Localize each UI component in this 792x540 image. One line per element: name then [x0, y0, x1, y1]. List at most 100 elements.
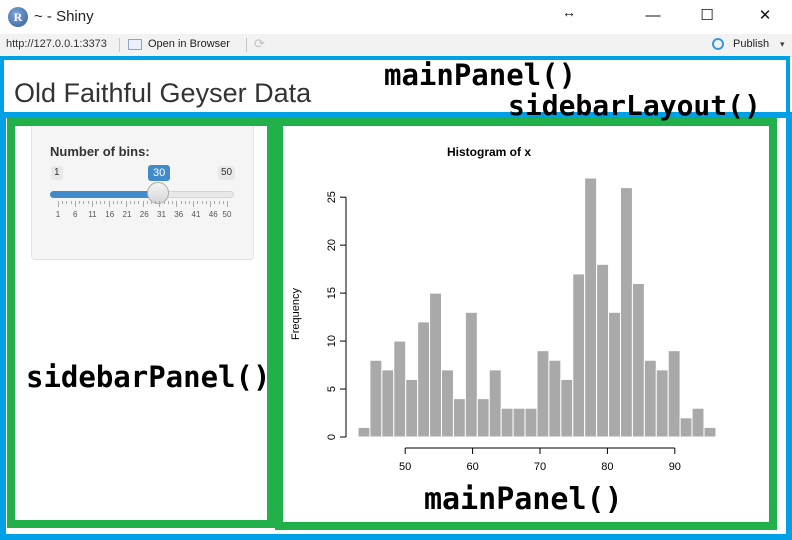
- slider-tick: [104, 201, 106, 204]
- slider-tick: [74, 201, 76, 207]
- slider-tick: [205, 201, 207, 204]
- slider-tick: [100, 201, 102, 204]
- x-tick-label: 60: [466, 461, 478, 473]
- slider-tick: [117, 201, 119, 204]
- slider-tick: [155, 201, 157, 204]
- y-tick-label: 5: [326, 386, 338, 392]
- slider-tick: [176, 201, 178, 207]
- slider-tick: [188, 201, 190, 204]
- refresh-icon[interactable]: ⟳: [254, 36, 265, 51]
- maximize-button[interactable]: ☐: [700, 7, 714, 24]
- slider-handle[interactable]: [147, 182, 170, 204]
- slider-tick: [193, 201, 195, 207]
- axes: 50 60 70 80 90 0 5 10 15 20 25: [326, 191, 681, 473]
- slider-tick-label: 50: [222, 210, 232, 219]
- slider-tick: [163, 201, 165, 204]
- slider-tick: [184, 201, 186, 204]
- slider-tick-label: 16: [105, 210, 115, 219]
- window-titlebar: [0, 0, 792, 34]
- x-tick-label: 50: [399, 461, 411, 473]
- slider-tick: [96, 201, 98, 204]
- slider-tick-label: 46: [208, 210, 218, 219]
- mainpanel-outline: [275, 118, 777, 530]
- slider-tick: [180, 201, 182, 204]
- slider-tick-label: 26: [139, 210, 149, 219]
- page-title: Old Faithful Geyser Data: [14, 78, 312, 108]
- slider-tick: [58, 201, 59, 207]
- slider-tick: [172, 201, 174, 204]
- slider-tick: [159, 201, 161, 207]
- slider-value-badge: 30: [148, 165, 171, 181]
- slider-max-label: 50: [218, 166, 236, 180]
- x-tick-label: 90: [669, 461, 681, 473]
- chevron-down-icon[interactable]: ▾: [780, 39, 785, 49]
- slider-tick: [108, 201, 110, 207]
- histogram-plot: Histogram of x Frequency 50 60 70 80 90 0 5 10 1…: [290, 145, 717, 473]
- publish-icon[interactable]: [712, 38, 724, 50]
- histogram-bar: [691, 407, 705, 438]
- toolbar-divider: [119, 38, 120, 52]
- url-display: http://127.0.0.1:3373: [6, 38, 107, 50]
- slider-tick: [150, 201, 152, 204]
- slider-tick: [197, 201, 199, 204]
- slider-fill: [50, 191, 159, 198]
- y-tick-label: 15: [326, 287, 338, 299]
- resize-cursor-icon: ↔: [562, 4, 576, 20]
- minimize-button[interactable]: —: [645, 7, 661, 24]
- close-button[interactable]: ✕: [758, 7, 772, 24]
- sidebarpanel-outline: [7, 118, 275, 528]
- toolbar-divider: [246, 38, 247, 52]
- open-in-browser-icon[interactable]: [128, 39, 142, 50]
- slider-tick: [210, 201, 212, 207]
- chart-title: Histogram of x: [447, 145, 531, 159]
- slider-tick: [222, 201, 224, 204]
- sidebarlayout-outline: [0, 112, 792, 540]
- slider-tick: [91, 201, 93, 207]
- slider-tick: [167, 201, 169, 204]
- slider-tick-label: 6: [73, 210, 78, 219]
- slider-tick-label: 11: [88, 210, 97, 219]
- open-in-browser-button[interactable]: Open in Browser: [148, 38, 230, 50]
- x-tick-label: 80: [601, 461, 613, 473]
- annotation-sidebarlayout: sidebarLayout(): [508, 89, 761, 122]
- x-tick-label: 70: [534, 461, 546, 473]
- y-tick-label: 10: [326, 335, 338, 347]
- slider-tick: [214, 201, 216, 204]
- slider-tick: [70, 201, 72, 204]
- slider-tick-label: 31: [157, 210, 166, 219]
- slider-tick-label: 21: [122, 210, 132, 219]
- slider-tick-label: 1: [55, 210, 61, 219]
- y-tick-label: 25: [326, 191, 338, 203]
- y-tick-label: 0: [326, 434, 338, 440]
- annotation-sidebarpanel: sidebarPanel(): [26, 360, 271, 394]
- slider-tick: [112, 201, 114, 204]
- slider-tick: [62, 201, 64, 204]
- publish-button[interactable]: Publish: [733, 38, 770, 50]
- slider-tick: [66, 201, 68, 204]
- histogram-bar: [488, 369, 502, 438]
- histogram-bar: [703, 426, 717, 438]
- annotation-mainpanel-bottom: mainPanel(): [424, 482, 623, 517]
- slider-tick: [83, 201, 85, 204]
- slider-tick: [142, 201, 144, 207]
- y-tick-label: 20: [326, 239, 338, 251]
- mainpanel-outline-top: [0, 56, 790, 114]
- slider-tick-label: 36: [174, 210, 184, 219]
- window-title: ~ - Shiny: [34, 8, 94, 25]
- slider-tick: [87, 201, 89, 204]
- slider-tick-label: 41: [191, 210, 201, 219]
- slider-label: Number of bins:: [50, 144, 150, 159]
- slider-tick: [129, 201, 131, 204]
- r-logo-icon: R: [8, 7, 28, 27]
- slider-tick: [125, 201, 127, 207]
- slider-tick: [134, 201, 136, 204]
- slider-tick: [138, 201, 140, 204]
- histogram-bar: [464, 311, 478, 438]
- slider-tick: [218, 201, 220, 204]
- annotation-mainpanel-top: mainPanel(): [384, 58, 577, 92]
- histogram-bar: [667, 350, 681, 438]
- slider-min-label: 1: [51, 166, 63, 180]
- slider-tick: [121, 201, 123, 204]
- bar-group: [357, 177, 717, 438]
- slider-tick: [201, 201, 203, 204]
